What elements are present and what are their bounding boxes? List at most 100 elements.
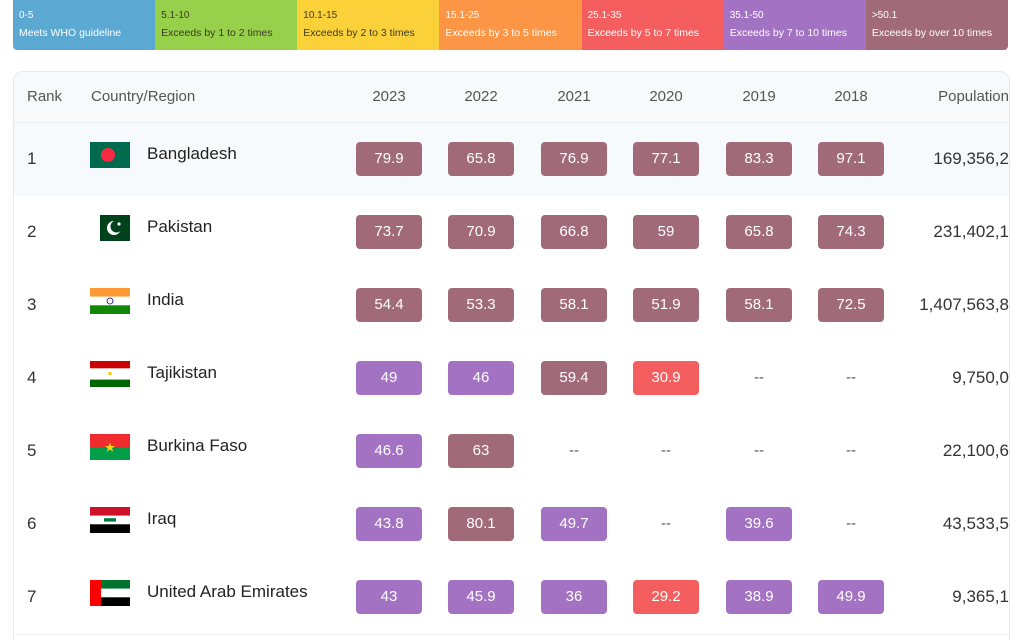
legend-label: Exceeds by 5 to 7 times: [587, 27, 700, 39]
table-row[interactable]: 1 Bangladesh 79.9 65.8 76.9 77.1 83.3 97.1 169,3…: [14, 123, 1009, 197]
pm25-value-badge: 97.1: [818, 142, 884, 176]
pm25-value-badge: 77.1: [633, 142, 699, 176]
rank-cell: 2: [27, 222, 37, 241]
pm25-value-badge: 49: [356, 361, 422, 395]
legend-bar: 0-5 Meets WHO guideline 5.1-10 Exceeds by 1…: [13, 0, 1008, 50]
population-cell: 169,356,2: [933, 149, 1009, 168]
rank-cell: 1: [27, 149, 37, 168]
table-row[interactable]: 3 India 54.4 53.3 58.1 51.9 58.1 72.5 1,407,563,…: [14, 269, 1009, 343]
rank-cell: 4: [27, 368, 37, 387]
no-data-cell: --: [661, 442, 671, 459]
header-year-2023[interactable]: 2023: [372, 88, 406, 105]
tajikistan-flag-icon: [90, 361, 130, 387]
table-header: Rank Country/Region Population 2023 2022 2…: [14, 72, 1009, 123]
legend-range: 10.1-15: [303, 10, 338, 21]
legend-item: 15.1-25 Exceeds by 3 to 5 times: [439, 0, 582, 50]
pm25-value-badge: 79.9: [356, 142, 422, 176]
table-row[interactable]: 7 United Arab Emirates 43 45.9 36 29.2 38.9 49.…: [14, 561, 1009, 635]
pm25-value-badge: 72.5: [818, 288, 884, 322]
uae-flag-icon: [90, 580, 130, 606]
header-population[interactable]: Population: [938, 88, 1009, 105]
header-year-2018[interactable]: 2018: [834, 88, 868, 105]
legend-item: 10.1-15 Exceeds by 2 to 3 times: [297, 0, 440, 50]
legend-item: 25.1-35 Exceeds by 5 to 7 times: [581, 0, 724, 50]
population-cell: 9,750,0: [952, 368, 1009, 387]
pm25-value-badge: 59: [633, 215, 699, 249]
legend-label: Exceeds by over 10 times: [871, 27, 993, 39]
pm25-value-badge: 58.1: [726, 288, 792, 322]
iraq-flag-icon: [90, 507, 130, 533]
pm25-value-badge: 80.1: [448, 507, 514, 541]
pm25-value-badge: 76.9: [541, 142, 607, 176]
population-cell: 43,533,5: [942, 514, 1009, 533]
pm25-value-badge: 43: [356, 580, 422, 614]
rank-cell: 3: [27, 295, 37, 314]
pm25-value-badge: 65.8: [448, 142, 514, 176]
legend-label: Exceeds by 1 to 2 times: [161, 27, 273, 39]
legend-range: >50.1: [871, 10, 898, 21]
legend-label: Exceeds by 7 to 10 times: [729, 27, 848, 39]
no-data-cell: --: [661, 515, 671, 532]
pm25-value-badge: 70.9: [448, 215, 514, 249]
country-link[interactable]: India: [147, 290, 184, 309]
legend-label: Meets WHO guideline: [19, 27, 122, 39]
pm25-value-badge: 46.6: [356, 434, 422, 468]
pm25-value-badge: 73.7: [356, 215, 422, 249]
pm25-value-badge: 46: [448, 361, 514, 395]
header-rank[interactable]: Rank: [27, 88, 63, 105]
pm25-value-badge: 43.8: [356, 507, 422, 541]
table-row[interactable]: 5 Burkina Faso 46.6 63 -- -- -- -- 22,100,6: [14, 415, 1009, 489]
legend-item: >50.1 Exceeds by over 10 times: [865, 0, 1008, 50]
country-link[interactable]: Iraq: [147, 509, 177, 528]
rank-cell: 7: [27, 587, 37, 606]
country-link[interactable]: Bangladesh: [147, 144, 237, 163]
pm25-value-badge: 36: [541, 580, 607, 614]
pakistan-flag-icon: [90, 215, 130, 241]
pm25-value-badge: 74.3: [818, 215, 884, 249]
india-flag-icon: [90, 288, 130, 314]
population-cell: 9,365,1: [952, 587, 1009, 606]
pm25-value-badge: 66.8: [541, 215, 607, 249]
no-data-cell: --: [754, 369, 764, 386]
air-quality-ranking-table: Rank Country/Region Population 2023 2022 2…: [13, 71, 1010, 640]
pm25-value-badge: 58.1: [541, 288, 607, 322]
country-link[interactable]: Burkina Faso: [147, 436, 248, 455]
legend-label: Exceeds by 3 to 5 times: [445, 27, 557, 39]
population-cell: 1,407,563,8: [919, 295, 1009, 314]
pm25-value-badge: 38.9: [726, 580, 792, 614]
pm25-value-badge: 63: [448, 434, 514, 468]
no-data-cell: --: [846, 442, 856, 459]
pm25-value-badge: 54.4: [356, 288, 422, 322]
country-link[interactable]: Pakistan: [147, 217, 213, 236]
no-data-cell: --: [846, 369, 856, 386]
no-data-cell: --: [754, 442, 764, 459]
header-year-2020[interactable]: 2020: [649, 88, 683, 105]
header-year-2019[interactable]: 2019: [742, 88, 776, 105]
no-data-cell: --: [846, 515, 856, 532]
legend-item: 35.1-50 Exceeds by 7 to 10 times: [723, 0, 866, 50]
population-cell: 22,100,6: [942, 441, 1009, 460]
country-link[interactable]: United Arab Emirates: [147, 582, 308, 601]
table-row[interactable]: 6 Iraq 43.8 80.1 49.7 -- 39.6 -- 43,533,5: [14, 488, 1009, 562]
pm25-value-badge: 49.9: [818, 580, 884, 614]
header-year-2022[interactable]: 2022: [464, 88, 498, 105]
table-row[interactable]: 2 Pakistan 73.7 70.9 66.8 59 65.8 74.3 231,402,1: [14, 196, 1009, 270]
legend-item: 0-5 Meets WHO guideline: [13, 0, 156, 50]
country-link[interactable]: Tajikistan: [147, 363, 217, 382]
rank-cell: 5: [27, 441, 37, 460]
pm25-value-badge: 49.7: [541, 507, 607, 541]
header-country[interactable]: Country/Region: [91, 88, 196, 105]
bangladesh-flag-icon: [90, 142, 130, 168]
legend-range: 25.1-35: [587, 10, 622, 21]
pm25-value-badge: 29.2: [633, 580, 699, 614]
table-row[interactable]: 4 Tajikistan 49 46 59.4 30.9 -- -- 9,750,0: [14, 342, 1009, 416]
rank-cell: 6: [27, 514, 37, 533]
pm25-value-badge: 39.6: [726, 507, 792, 541]
legend-range: 5.1-10: [161, 10, 190, 21]
legend-range: 15.1-25: [445, 10, 480, 21]
header-year-2021[interactable]: 2021: [557, 88, 591, 105]
pm25-value-badge: 51.9: [633, 288, 699, 322]
legend-item: 5.1-10 Exceeds by 1 to 2 times: [155, 0, 298, 50]
legend-label: Exceeds by 2 to 3 times: [303, 27, 415, 39]
burkina-faso-flag-icon: [90, 434, 130, 460]
